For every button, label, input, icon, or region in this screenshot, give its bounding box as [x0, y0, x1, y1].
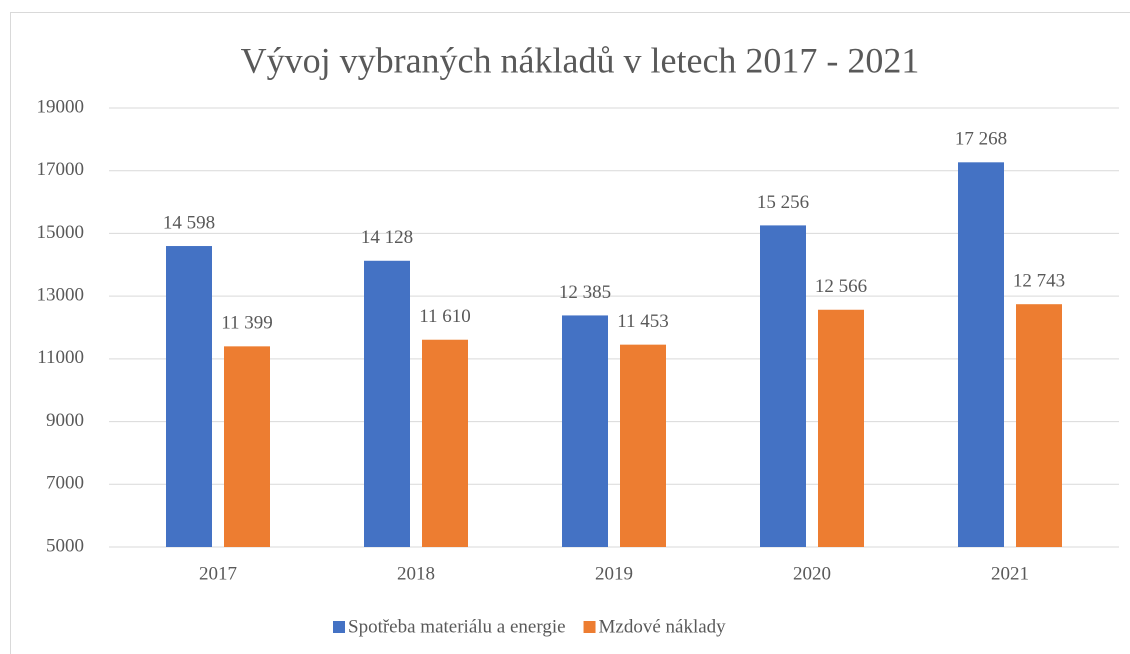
data-label: 12 385 [559, 282, 611, 303]
data-label: 11 453 [617, 311, 669, 332]
x-tick-label: 2021 [991, 563, 1029, 584]
y-tick-label: 19000 [37, 96, 85, 117]
y-tick-label: 15000 [37, 222, 85, 243]
bar [166, 246, 212, 547]
legend-swatch [333, 621, 345, 633]
y-tick-label: 7000 [46, 473, 84, 494]
y-tick-label: 11000 [37, 347, 84, 368]
bar [422, 339, 468, 547]
data-label: 15 256 [757, 192, 809, 213]
bar [1016, 304, 1062, 547]
bar [760, 225, 806, 548]
bar [958, 162, 1004, 547]
data-label: 12 566 [815, 276, 867, 297]
data-label: 14 598 [163, 212, 215, 233]
legend-swatch [583, 621, 596, 633]
data-label: 11 399 [221, 313, 273, 334]
bar [818, 309, 864, 547]
x-tick-label: 2019 [595, 563, 633, 584]
data-label: 14 128 [361, 227, 413, 248]
bar [562, 315, 608, 547]
bar [364, 260, 410, 547]
chart-title: Vývoj vybraných nákladů v letech 2017 - … [241, 40, 920, 80]
y-tick-label: 13000 [37, 285, 85, 306]
y-tick-label: 5000 [46, 535, 84, 556]
x-tick-label: 2017 [199, 563, 237, 584]
x-tick-label: 2018 [397, 563, 435, 584]
x-tick-label: 2020 [793, 563, 831, 584]
y-tick-label: 9000 [46, 410, 84, 431]
legend-label: Spotřeba materiálu a energie [348, 616, 566, 637]
data-label: 17 268 [955, 129, 1007, 150]
bar [224, 346, 270, 547]
data-label: 11 610 [419, 306, 471, 327]
legend-label: Mzdové náklady [599, 616, 727, 637]
y-tick-label: 17000 [37, 159, 85, 180]
bar [620, 344, 666, 547]
data-label: 12 743 [1013, 271, 1065, 292]
